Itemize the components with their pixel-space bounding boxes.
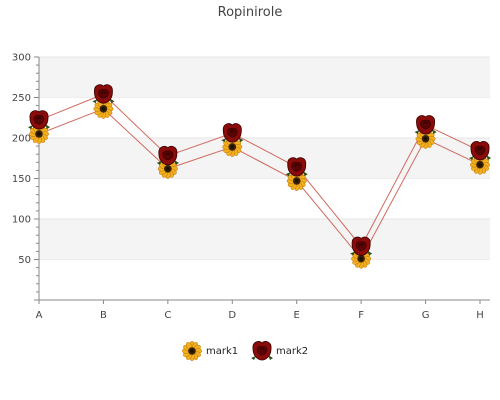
legend-label-mark2: mark2 <box>276 346 308 357</box>
data-point-mark2 <box>94 85 112 103</box>
data-point-mark2 <box>288 158 306 176</box>
legend-label-mark1: mark1 <box>206 346 238 357</box>
x-tick-label: A <box>36 310 43 321</box>
x-tick-label: F <box>358 310 364 321</box>
sunflower-icon <box>470 154 490 175</box>
rose-icon <box>221 123 244 143</box>
sunflower-icon <box>93 98 114 119</box>
x-tick-label: D <box>228 310 236 321</box>
rose-icon <box>285 157 308 177</box>
sunflower-icon <box>222 136 243 157</box>
data-point-mark2 <box>471 142 489 160</box>
x-tick-label: H <box>476 310 484 321</box>
series-line-mark1 <box>38 108 481 260</box>
series-markers <box>28 84 491 269</box>
data-point-mark2 <box>159 147 177 165</box>
data-point-mark2 <box>30 111 48 129</box>
series-line-mark2 <box>38 93 481 248</box>
y-tick-label: 200 <box>12 134 31 145</box>
x-tick-label: B <box>100 310 107 321</box>
series-lines <box>38 93 481 260</box>
chart-title: Ropinirole <box>218 5 283 20</box>
grid-band <box>39 219 490 260</box>
x-tick-label: C <box>164 310 171 321</box>
grid-band <box>39 57 490 98</box>
y-tick-label: 250 <box>12 93 31 104</box>
axes: 50 100 150 200 250 300 A B C D E F G H <box>12 53 490 321</box>
y-tick-label: 50 <box>18 255 31 266</box>
rose-icon <box>28 110 50 130</box>
y-tick-label: 100 <box>12 215 31 226</box>
y-tick-label: 300 <box>12 53 31 64</box>
data-point-mark2 <box>352 238 370 256</box>
rose-icon <box>156 145 179 166</box>
rose-icon <box>350 236 373 256</box>
rose-icon <box>469 141 491 161</box>
rose-icon <box>414 115 437 135</box>
rose-icon <box>92 84 115 104</box>
x-tick-label: G <box>422 310 430 321</box>
data-point-mark2 <box>223 124 241 142</box>
legend: mark1 mark2 <box>182 341 308 361</box>
x-tick-label: E <box>294 310 300 321</box>
rose-icon <box>251 341 273 361</box>
data-point-mark2 <box>417 116 435 134</box>
y-tick-label: 150 <box>12 174 31 185</box>
sunflower-icon <box>182 341 202 361</box>
